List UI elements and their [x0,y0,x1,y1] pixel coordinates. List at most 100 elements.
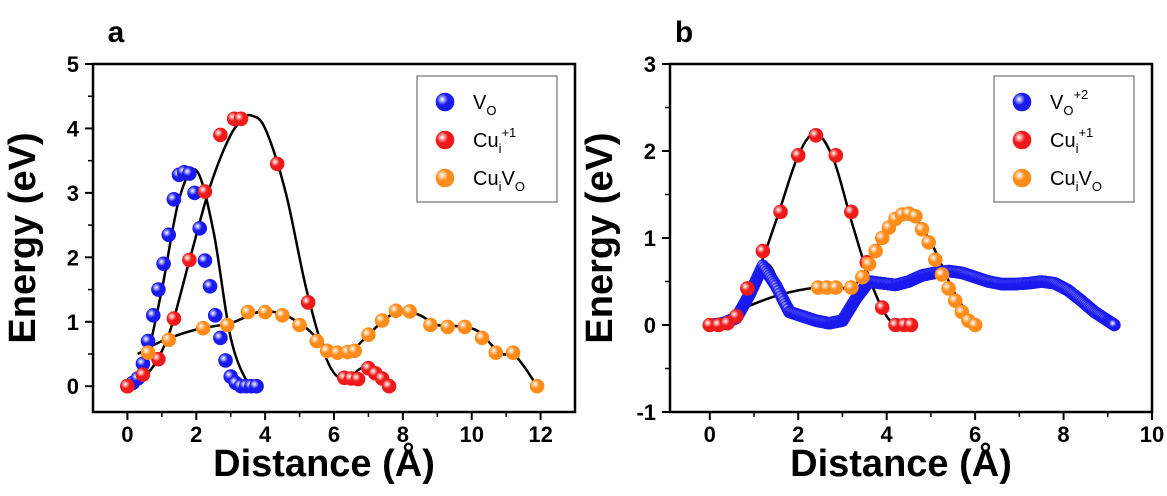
data-point [381,378,397,394]
y-tick-label: 5 [67,52,79,77]
x-tick-label: 0 [704,422,716,447]
data-point [161,332,177,348]
data-point [192,221,208,236]
data-point [928,252,943,268]
panel-letter: a [108,16,125,49]
series-1 [120,111,397,394]
data-point [874,230,890,246]
data-point [219,317,235,333]
data-point [140,345,156,361]
y-tick-label: 1 [67,310,79,335]
x-tick-label: 2 [190,422,202,447]
data-point [488,345,504,361]
y-tick-label: 2 [67,245,79,270]
data-point [269,156,285,172]
data-point [790,148,806,163]
legend-marker [435,130,455,150]
legend-marker [1012,168,1032,188]
data-point [868,243,883,259]
data-point [729,308,744,324]
data-point [1108,318,1121,332]
legend-label: CuiVO [1050,168,1102,194]
x-tick-label: 2 [792,422,804,447]
legend-label: VO [473,92,496,118]
data-point [740,281,755,296]
x-tick-label: 6 [969,422,981,447]
series-2 [810,206,983,333]
x-tick-label: 8 [397,422,409,447]
data-point [135,367,151,382]
y-tick-label: 0 [67,374,79,399]
y-tick-label: 0 [644,313,656,338]
x-axis-title: Distance (Å) [213,441,435,485]
x-tick-label: 4 [259,422,272,447]
y-tick-label: 1 [644,226,656,251]
x-tick-label: 4 [881,422,894,447]
data-point [350,371,366,387]
data-point [967,317,983,333]
data-point [914,222,930,237]
data-point [903,317,919,333]
data-point [361,327,376,342]
legend-marker [1012,130,1032,150]
data-point [529,378,545,394]
data-point [197,184,213,199]
data-point [275,308,290,323]
x-tick-label: 0 [121,422,133,447]
data-point [182,166,197,181]
y-axis-title: Energy (eV) [579,132,621,343]
data-point [874,300,890,315]
legend-label: Cui+1 [1050,125,1093,156]
x-axis-title: Distance (Å) [790,441,1012,485]
y-tick-label: -1 [636,400,656,425]
data-point [195,320,211,336]
data-point [934,267,950,282]
y-tick-label: 4 [67,116,80,141]
data-point [440,319,455,335]
data-point [300,295,316,310]
chart-panel-b: b 0 2 4 6 8 10 -1 0 1 2 3 Distance (Å) Energy (eV) VO+… [579,16,1164,485]
data-point [828,280,844,295]
data-point [844,280,859,295]
data-point [120,378,135,394]
data-point [161,227,177,243]
panel-letter: b [675,16,693,49]
data-point [402,304,418,319]
legend-label: CuiVO [473,168,525,194]
data-point [947,293,963,308]
data-point [941,281,956,296]
legend: VO Cui+1 CuiVO [416,75,558,203]
data-point [202,279,218,294]
data-point [213,330,228,346]
data-point [166,192,182,207]
legend-marker [435,92,455,112]
data-point [156,256,171,272]
legend: VO+2 Cui+1 CuiVO [993,75,1135,203]
series-1 [702,128,919,333]
data-point [457,319,473,335]
y-tick-label: 3 [67,181,79,206]
data-point [207,308,223,323]
data-point [388,303,404,319]
data-point [921,235,936,250]
data-point [166,311,182,326]
data-point [257,304,273,320]
data-point [151,282,166,297]
data-point [213,127,228,143]
y-tick-label: 2 [644,139,656,164]
legend-marker [435,168,455,188]
data-point [755,243,771,259]
data-point [233,111,249,127]
data-point [861,256,877,272]
x-tick-label: 10 [1140,422,1164,447]
legend-marker [1012,92,1032,112]
x-tick-label: 8 [1057,422,1069,447]
data-point [347,343,362,359]
legend-label: Cui+1 [473,125,516,156]
data-point [197,253,213,268]
data-point [855,269,870,285]
data-point [908,208,923,224]
series-0 [120,164,264,394]
y-tick-label: 3 [644,52,656,77]
